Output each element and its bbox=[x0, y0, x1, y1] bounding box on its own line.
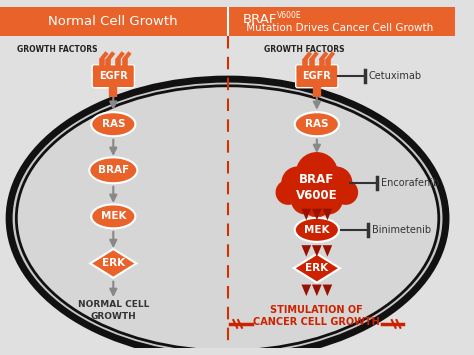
Text: Binimetenib: Binimetenib bbox=[372, 225, 431, 235]
Ellipse shape bbox=[295, 218, 339, 242]
Text: GROWTH FACTORS: GROWTH FACTORS bbox=[264, 45, 345, 54]
Text: BRAF
V600E: BRAF V600E bbox=[296, 173, 337, 202]
Polygon shape bbox=[312, 285, 322, 296]
Ellipse shape bbox=[89, 157, 137, 183]
Text: Cetuximab: Cetuximab bbox=[369, 71, 422, 81]
Circle shape bbox=[291, 186, 320, 214]
FancyBboxPatch shape bbox=[296, 65, 338, 88]
Polygon shape bbox=[312, 209, 322, 220]
Text: V600E: V600E bbox=[276, 11, 301, 20]
Text: ERK: ERK bbox=[305, 263, 328, 273]
Text: BRAF: BRAF bbox=[98, 165, 129, 175]
Polygon shape bbox=[90, 249, 137, 278]
Text: GROWTH FACTORS: GROWTH FACTORS bbox=[17, 45, 98, 54]
Text: STIMULATION OF
CANCER CELL GROWTH: STIMULATION OF CANCER CELL GROWTH bbox=[254, 305, 380, 327]
Text: Encorafenib: Encorafenib bbox=[381, 178, 439, 188]
Text: RAS: RAS bbox=[101, 119, 125, 129]
Text: MEK: MEK bbox=[304, 225, 329, 235]
Ellipse shape bbox=[91, 204, 136, 228]
Text: NORMAL CELL
GROWTH: NORMAL CELL GROWTH bbox=[78, 300, 149, 321]
Polygon shape bbox=[323, 245, 332, 257]
Text: Mutation Drives Cancer Cell Growth: Mutation Drives Cancer Cell Growth bbox=[243, 23, 433, 33]
Polygon shape bbox=[323, 285, 332, 296]
Text: MEK: MEK bbox=[100, 211, 126, 222]
Circle shape bbox=[333, 180, 358, 205]
Circle shape bbox=[282, 166, 314, 199]
FancyBboxPatch shape bbox=[92, 65, 135, 88]
Polygon shape bbox=[301, 209, 311, 220]
Ellipse shape bbox=[91, 112, 136, 136]
Circle shape bbox=[320, 166, 352, 199]
Circle shape bbox=[275, 180, 301, 205]
Circle shape bbox=[301, 187, 332, 217]
Text: EGFR: EGFR bbox=[302, 71, 331, 81]
Polygon shape bbox=[312, 245, 322, 257]
Text: RAS: RAS bbox=[305, 119, 328, 129]
Polygon shape bbox=[301, 245, 311, 257]
Text: EGFR: EGFR bbox=[99, 71, 128, 81]
Text: Normal Cell Growth: Normal Cell Growth bbox=[48, 15, 178, 28]
Text: ERK: ERK bbox=[102, 258, 125, 268]
Ellipse shape bbox=[9, 79, 446, 355]
Circle shape bbox=[314, 186, 343, 214]
Polygon shape bbox=[294, 254, 340, 283]
Ellipse shape bbox=[16, 86, 439, 351]
Bar bbox=[0, 7, 455, 36]
Circle shape bbox=[296, 152, 338, 194]
Polygon shape bbox=[323, 209, 332, 220]
Ellipse shape bbox=[295, 112, 339, 136]
Polygon shape bbox=[301, 285, 311, 296]
Text: BRAF: BRAF bbox=[243, 13, 277, 26]
